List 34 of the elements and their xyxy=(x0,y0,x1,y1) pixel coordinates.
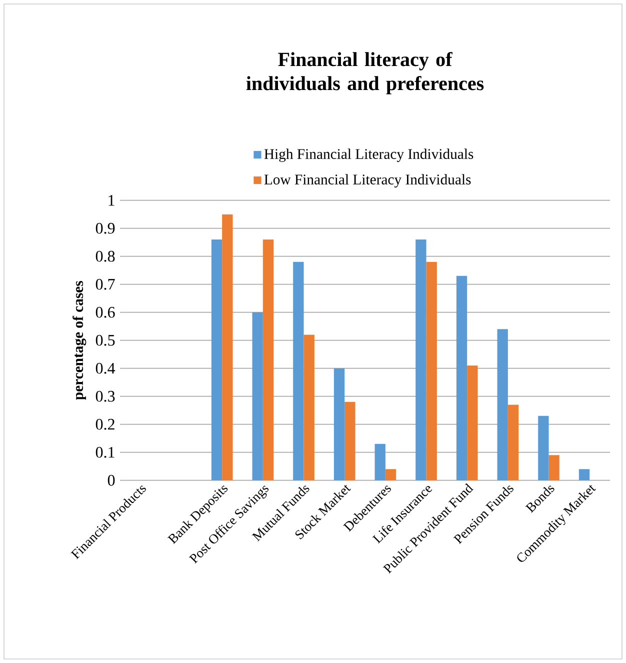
y-tick-label: 0.6 xyxy=(96,306,115,318)
legend-label: High Financial Literacy Individuals xyxy=(264,148,474,162)
bar xyxy=(252,312,263,480)
y-tick-label: 0.9 xyxy=(96,222,115,234)
bar xyxy=(497,329,508,480)
y-tick-label: 1 xyxy=(108,195,114,206)
y-tick-label: 0.7 xyxy=(96,278,115,290)
bar xyxy=(374,444,386,480)
bar xyxy=(334,368,345,480)
bar xyxy=(262,240,274,480)
y-axis-title: percentage of cases xyxy=(72,280,86,400)
bar xyxy=(538,416,549,480)
bar xyxy=(344,402,356,480)
bar xyxy=(385,469,396,480)
bar xyxy=(222,214,233,480)
y-tick-label: 0.1 xyxy=(96,446,114,458)
bar xyxy=(304,334,314,480)
bar xyxy=(578,469,590,480)
bar xyxy=(467,366,478,480)
legend-label: Low Financial Literacy Individuals xyxy=(264,174,471,188)
y-tick-label: 0.3 xyxy=(96,390,115,402)
bar xyxy=(548,455,560,480)
y-tick-label: 0 xyxy=(108,474,115,486)
bar xyxy=(426,262,437,480)
y-tick-label: 0.5 xyxy=(96,334,115,346)
bar xyxy=(211,240,222,480)
y-tick-label: 0.4 xyxy=(96,362,116,374)
y-tick-label: 0.8 xyxy=(96,250,115,262)
y-tick-label: 0.2 xyxy=(96,418,114,430)
bar xyxy=(416,240,426,480)
bar xyxy=(508,404,519,480)
chart-title: Financial literacy of individuals and preferences xyxy=(246,52,484,94)
bar xyxy=(456,276,468,480)
bar xyxy=(293,262,304,480)
